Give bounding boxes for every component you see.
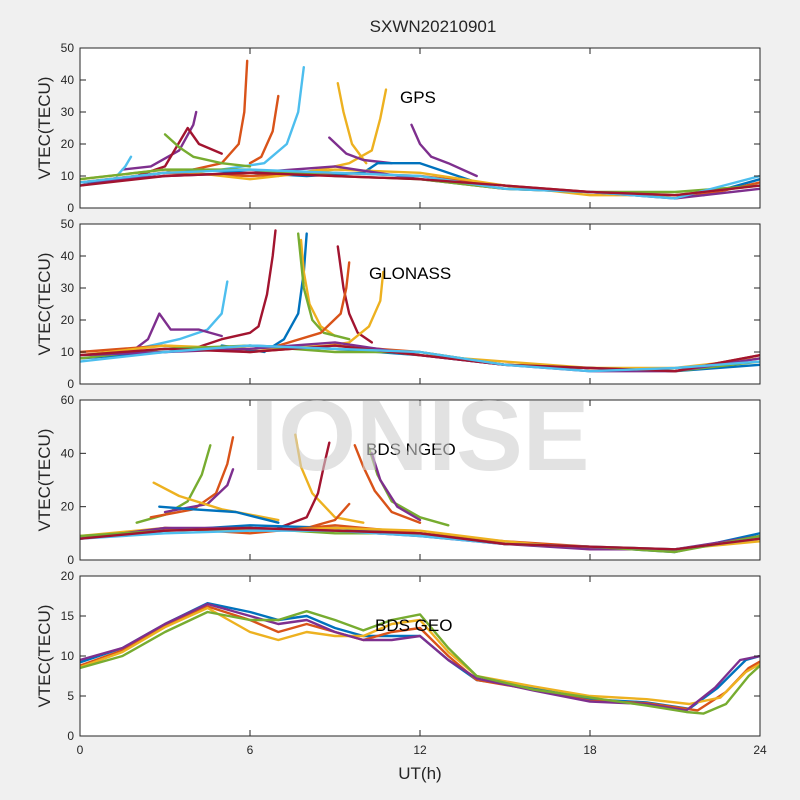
figure-title: SXWN20210901 (370, 17, 497, 36)
series-line (305, 502, 351, 530)
series-line (149, 436, 235, 519)
panel-label: GPS (400, 88, 436, 107)
y-tick-label: 20 (61, 569, 75, 583)
series-group (80, 229, 760, 373)
y-tick-label: 20 (61, 137, 75, 151)
y-tick-label: 50 (61, 217, 75, 231)
y-tick-label: 40 (61, 249, 75, 263)
series-line (158, 505, 280, 524)
series-line (80, 526, 760, 551)
series-line (80, 610, 760, 715)
y-tick-label: 10 (61, 649, 75, 663)
series-line (135, 280, 229, 350)
series-line (135, 126, 223, 178)
series-line (80, 606, 760, 706)
panel-bds-ngeo: 0 20 40 60 VTEC(TECU) BDS NGEO (35, 393, 761, 567)
y-tick-label: 10 (61, 345, 75, 359)
x-tick-label: 12 (413, 743, 427, 757)
series-line (294, 433, 365, 524)
series-line (336, 82, 368, 165)
y-tick-label: 40 (61, 446, 75, 460)
series-line (121, 110, 198, 171)
y-axis-label: VTEC(TECU) (35, 77, 54, 180)
plot-area (80, 576, 760, 736)
series-group (80, 59, 760, 200)
plot-area (80, 48, 760, 208)
series-line (115, 155, 133, 178)
series-line (80, 602, 760, 712)
y-tick-label: 15 (61, 609, 75, 623)
y-tick-label: 0 (67, 377, 74, 391)
series-group (80, 602, 760, 715)
x-axis-label: UT(h) (398, 764, 441, 783)
series-line (192, 229, 277, 350)
y-axis-label: VTEC(TECU) (35, 429, 54, 532)
series-line (80, 344, 760, 373)
y-tick-label: 30 (61, 105, 75, 119)
y-tick-label: 0 (67, 201, 74, 215)
series-line (410, 123, 478, 178)
x-tick-label: 0 (77, 743, 84, 757)
y-tick-label: 10 (61, 169, 75, 183)
y-axis-label: VTEC(TECU) (35, 253, 54, 356)
y-axis-label: VTEC(TECU) (35, 605, 54, 708)
series-line (353, 444, 422, 524)
series-line (129, 312, 223, 354)
y-tick-label: 0 (67, 553, 74, 567)
x-tick-label: 6 (247, 743, 254, 757)
y-tick-label: 0 (67, 729, 74, 743)
series-line (336, 245, 373, 344)
y-tick-label: 30 (61, 281, 75, 295)
x-tick-label: 24 (753, 743, 767, 757)
series-line (370, 452, 422, 522)
series-line (248, 94, 280, 165)
panel-label: BDS NGEO (366, 440, 456, 459)
series-line (328, 136, 393, 165)
plot-area (80, 224, 760, 384)
series-line (277, 261, 351, 347)
series-line (277, 441, 331, 530)
y-tick-label: 5 (67, 689, 74, 703)
series-group (80, 433, 760, 554)
watermark-text: IONISE (251, 380, 590, 492)
panel-label: GLONASS (369, 264, 451, 283)
panel-gps: 0 10 20 30 40 50 VTEC(TECU) GPS (35, 41, 761, 215)
panel-glonass: 0 10 20 30 40 50 VTEC(TECU) GLONASS (35, 217, 761, 391)
panel-label: BDS GEO (375, 616, 452, 635)
y-tick-label: 20 (61, 500, 75, 514)
y-tick-label: 50 (61, 41, 75, 55)
series-line (163, 133, 252, 168)
y-tick-label: 20 (61, 313, 75, 327)
series-line (80, 168, 760, 200)
series-line (80, 171, 760, 197)
x-tick-label: 18 (583, 743, 597, 757)
y-tick-label: 40 (61, 73, 75, 87)
y-tick-label: 60 (61, 393, 75, 407)
series-line (297, 232, 351, 341)
panel-bds-geo: 0 5 10 15 20 0 6 12 18 24 VTEC(TECU) BDS GEO (35, 569, 767, 757)
